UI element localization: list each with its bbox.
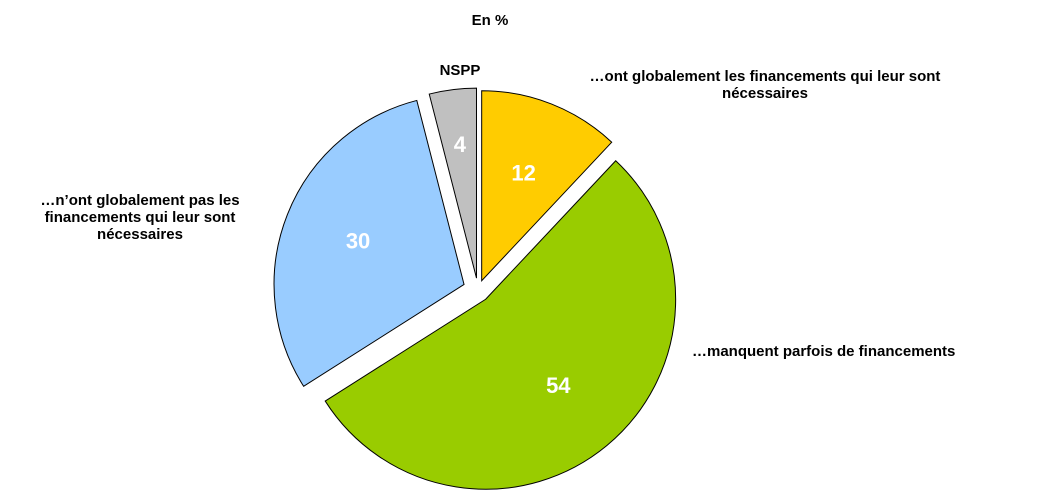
category-label: …manquent parfois de financements: [692, 343, 956, 360]
pie-slice: [428, 87, 477, 279]
category-label: …n’ont globalement pas les financements …: [40, 192, 240, 243]
value-label: 30: [346, 228, 370, 253]
pie-slice: [273, 99, 465, 387]
pie-slice: [481, 90, 613, 282]
chart-title: En %: [471, 12, 509, 29]
pie-slice: [324, 160, 677, 490]
value-label: 12: [511, 161, 535, 186]
category-label: …ont globalement les financements qui le…: [589, 68, 941, 102]
value-label: 54: [546, 373, 571, 398]
value-label: 4: [454, 132, 467, 157]
category-label: NSPP: [439, 62, 481, 79]
